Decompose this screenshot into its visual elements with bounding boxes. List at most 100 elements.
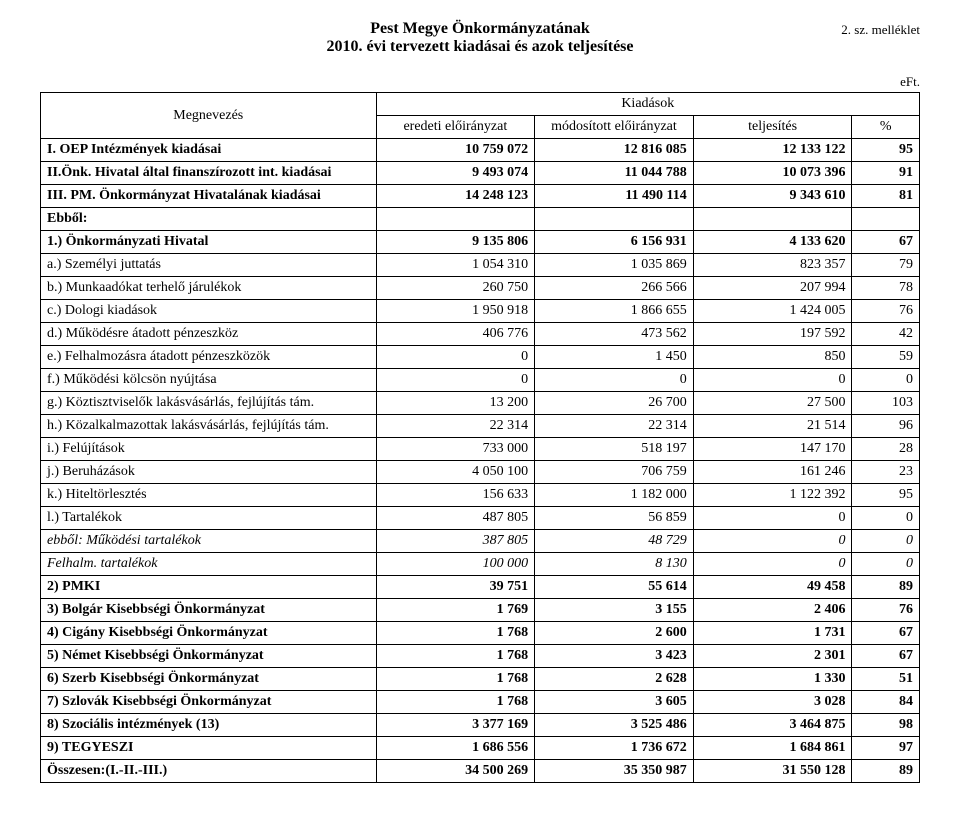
row-value-cell: 2 406	[693, 599, 852, 622]
row-value-cell: 0	[376, 346, 535, 369]
row-value-cell: 518 197	[535, 438, 694, 461]
document-header: 2. sz. melléklet Pest Megye Önkormányzat…	[40, 20, 920, 56]
row-value-cell: 9 343 610	[693, 185, 852, 208]
row-value-cell: 0	[535, 369, 694, 392]
row-value-cell: 10 759 072	[376, 139, 535, 162]
row-value-cell: 21 514	[693, 415, 852, 438]
table-row: II.Önk. Hivatal által finanszírozott int…	[41, 162, 920, 185]
col-header-megnevezes: Megnevezés	[41, 93, 377, 139]
row-value-cell: 59	[852, 346, 920, 369]
row-value-cell: 0	[852, 530, 920, 553]
row-value-cell: 0	[852, 507, 920, 530]
row-name-cell: k.) Hiteltörlesztés	[41, 484, 377, 507]
row-name-cell: f.) Működési kölcsön nyújtása	[41, 369, 377, 392]
row-name-cell: III. PM. Önkormányzat Hivatalának kiadás…	[41, 185, 377, 208]
row-value-cell: 67	[852, 231, 920, 254]
table-row: Ebből:	[41, 208, 920, 231]
row-value-cell: 51	[852, 668, 920, 691]
row-value-cell: 147 170	[693, 438, 852, 461]
row-name-cell: 7) Szlovák Kisebbségi Önkormányzat	[41, 691, 377, 714]
row-value-cell: 0	[693, 553, 852, 576]
col-header-kiadasok: Kiadások	[376, 93, 919, 116]
row-value-cell: 1 684 861	[693, 737, 852, 760]
table-row: ebből: Működési tartalékok387 80548 7290…	[41, 530, 920, 553]
row-value-cell: 81	[852, 185, 920, 208]
row-value-cell	[852, 208, 920, 231]
table-row: h.) Közalkalmazottak lakásvásárlás, fejl…	[41, 415, 920, 438]
row-value-cell: 98	[852, 714, 920, 737]
row-value-cell: 56 859	[535, 507, 694, 530]
row-name-cell: 3) Bolgár Kisebbségi Önkormányzat	[41, 599, 377, 622]
col-header-percent: %	[852, 116, 920, 139]
unit-label: eFt.	[40, 74, 920, 90]
row-value-cell: 95	[852, 139, 920, 162]
row-value-cell: 2 301	[693, 645, 852, 668]
row-value-cell: 1 731	[693, 622, 852, 645]
row-value-cell: 487 805	[376, 507, 535, 530]
table-row: Felhalm. tartalékok100 0008 13000	[41, 553, 920, 576]
table-row: g.) Köztisztviselők lakásvásárlás, fejlú…	[41, 392, 920, 415]
table-row: 9) TEGYESZI1 686 5561 736 6721 684 86197	[41, 737, 920, 760]
row-value-cell: 8 130	[535, 553, 694, 576]
row-value-cell: 26 700	[535, 392, 694, 415]
table-row: Összesen:(I.-II.-III.)34 500 26935 350 9…	[41, 760, 920, 783]
row-value-cell: 42	[852, 323, 920, 346]
table-row: 2) PMKI39 75155 61449 45889	[41, 576, 920, 599]
row-value-cell: 1 950 918	[376, 300, 535, 323]
row-value-cell: 1 035 869	[535, 254, 694, 277]
row-value-cell: 1 424 005	[693, 300, 852, 323]
row-name-cell: Felhalm. tartalékok	[41, 553, 377, 576]
row-value-cell: 850	[693, 346, 852, 369]
row-value-cell: 3 464 875	[693, 714, 852, 737]
row-value-cell	[376, 208, 535, 231]
row-value-cell: 97	[852, 737, 920, 760]
row-value-cell: 1 736 672	[535, 737, 694, 760]
row-value-cell: 6 156 931	[535, 231, 694, 254]
row-name-cell: Ebből:	[41, 208, 377, 231]
row-value-cell: 3 377 169	[376, 714, 535, 737]
row-value-cell: 13 200	[376, 392, 535, 415]
row-name-cell: h.) Közalkalmazottak lakásvásárlás, fejl…	[41, 415, 377, 438]
row-value-cell: 67	[852, 645, 920, 668]
row-name-cell: I. OEP Intézmények kiadásai	[41, 139, 377, 162]
annex-label: 2. sz. melléklet	[841, 22, 920, 38]
row-name-cell: c.) Dologi kiadások	[41, 300, 377, 323]
row-value-cell: 78	[852, 277, 920, 300]
row-name-cell: a.) Személyi juttatás	[41, 254, 377, 277]
table-row: e.) Felhalmozásra átadott pénzeszközök01…	[41, 346, 920, 369]
row-value-cell: 12 816 085	[535, 139, 694, 162]
row-value-cell: 91	[852, 162, 920, 185]
row-value-cell: 100 000	[376, 553, 535, 576]
row-value-cell: 55 614	[535, 576, 694, 599]
row-value-cell: 706 759	[535, 461, 694, 484]
row-value-cell: 9 135 806	[376, 231, 535, 254]
row-value-cell: 3 525 486	[535, 714, 694, 737]
row-value-cell: 2 600	[535, 622, 694, 645]
row-value-cell: 22 314	[535, 415, 694, 438]
row-value-cell: 103	[852, 392, 920, 415]
row-name-cell: i.) Felújítások	[41, 438, 377, 461]
row-name-cell: l.) Tartalékok	[41, 507, 377, 530]
row-name-cell: Összesen:(I.-II.-III.)	[41, 760, 377, 783]
table-row: I. OEP Intézmények kiadásai10 759 07212 …	[41, 139, 920, 162]
row-name-cell: ebből: Működési tartalékok	[41, 530, 377, 553]
row-value-cell: 156 633	[376, 484, 535, 507]
row-name-cell: 6) Szerb Kisebbségi Önkormányzat	[41, 668, 377, 691]
row-value-cell: 95	[852, 484, 920, 507]
row-value-cell: 31 550 128	[693, 760, 852, 783]
row-value-cell: 0	[693, 530, 852, 553]
row-value-cell: 96	[852, 415, 920, 438]
row-value-cell: 14 248 123	[376, 185, 535, 208]
row-value-cell: 0	[693, 369, 852, 392]
table-body: I. OEP Intézmények kiadásai10 759 07212 …	[41, 139, 920, 783]
row-value-cell: 48 729	[535, 530, 694, 553]
row-value-cell: 0	[376, 369, 535, 392]
row-value-cell: 11 490 114	[535, 185, 694, 208]
row-value-cell: 22 314	[376, 415, 535, 438]
row-name-cell: g.) Köztisztviselők lakásvásárlás, fejlú…	[41, 392, 377, 415]
row-value-cell: 387 805	[376, 530, 535, 553]
row-value-cell: 733 000	[376, 438, 535, 461]
row-value-cell: 473 562	[535, 323, 694, 346]
row-value-cell: 10 073 396	[693, 162, 852, 185]
row-value-cell: 67	[852, 622, 920, 645]
